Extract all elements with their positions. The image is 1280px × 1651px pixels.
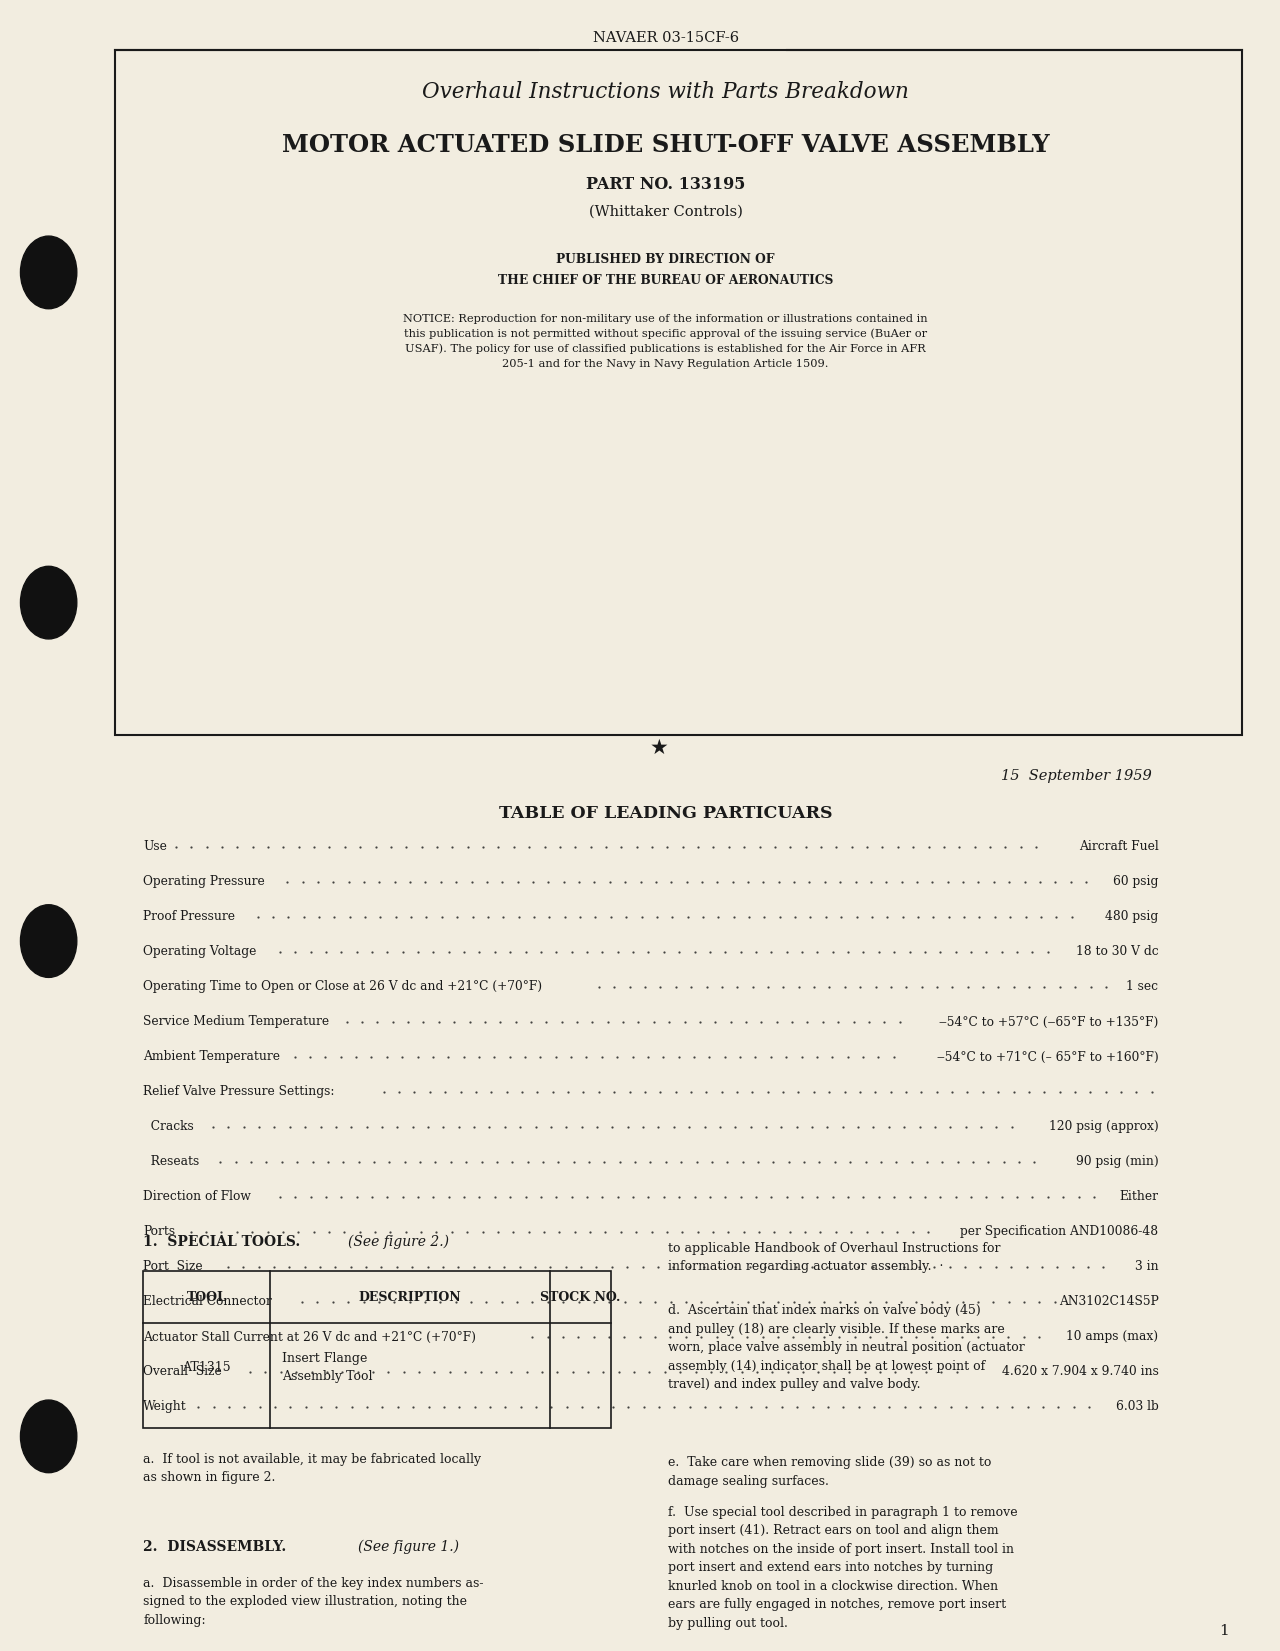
Text: PUBLISHED BY DIRECTION OF: PUBLISHED BY DIRECTION OF [557, 253, 774, 266]
Text: 480 psig: 480 psig [1105, 910, 1158, 923]
Text: Electrical Connector: Electrical Connector [143, 1296, 273, 1309]
Text: PART NO. 133195: PART NO. 133195 [586, 177, 745, 193]
Text: AT1315: AT1315 [182, 1360, 230, 1374]
Text: Weight: Weight [143, 1400, 187, 1413]
Circle shape [20, 236, 77, 309]
Text: MOTOR ACTUATED SLIDE SHUT-OFF VALVE ASSEMBLY: MOTOR ACTUATED SLIDE SHUT-OFF VALVE ASSE… [282, 134, 1050, 157]
Text: DESCRIPTION: DESCRIPTION [358, 1291, 461, 1304]
Text: Port  Size: Port Size [143, 1260, 204, 1273]
Text: 4.620 x 7.904 x 9.740 ins: 4.620 x 7.904 x 9.740 ins [1001, 1365, 1158, 1379]
Text: AN3102C14S5P: AN3102C14S5P [1059, 1296, 1158, 1309]
Text: Ambient Temperature: Ambient Temperature [143, 1050, 280, 1063]
Text: ★: ★ [650, 738, 668, 758]
Text: NAVAER 03-15CF-6: NAVAER 03-15CF-6 [593, 31, 739, 45]
Text: 120 psig (approx): 120 psig (approx) [1048, 1121, 1158, 1134]
Text: THE CHIEF OF THE BUREAU OF AERONAUTICS: THE CHIEF OF THE BUREAU OF AERONAUTICS [498, 274, 833, 287]
Text: (See figure 1.): (See figure 1.) [358, 1540, 460, 1554]
Text: Actuator Stall Current at 26 V dc and +21°C (+70°F): Actuator Stall Current at 26 V dc and +2… [143, 1331, 476, 1344]
Text: 1 sec: 1 sec [1126, 981, 1158, 994]
Text: Ports: Ports [143, 1225, 175, 1238]
Text: NOTICE: Reproduction for non-military use of the information or illustrations co: NOTICE: Reproduction for non-military us… [403, 314, 928, 368]
Text: Proof Pressure: Proof Pressure [143, 910, 236, 923]
Text: 1.  SPECIAL TOOLS.: 1. SPECIAL TOOLS. [143, 1235, 301, 1248]
Text: 60 psig: 60 psig [1114, 875, 1158, 888]
Text: Operating Voltage: Operating Voltage [143, 946, 257, 959]
Text: Operating Time to Open or Close at 26 V dc and +21°C (+70°F): Operating Time to Open or Close at 26 V … [143, 981, 543, 994]
Text: f.  Use special tool described in paragraph 1 to remove
port insert (41). Retrac: f. Use special tool described in paragra… [668, 1506, 1018, 1630]
Text: Reseats: Reseats [143, 1156, 200, 1169]
Text: Operating Pressure: Operating Pressure [143, 875, 265, 888]
Text: Use: Use [143, 840, 168, 854]
Text: 2.  DISASSEMBLY.: 2. DISASSEMBLY. [143, 1540, 287, 1554]
Text: 15  September 1959: 15 September 1959 [1001, 769, 1152, 783]
Text: 10 amps (max): 10 amps (max) [1066, 1331, 1158, 1344]
Circle shape [20, 1400, 77, 1473]
Text: 1: 1 [1219, 1625, 1229, 1638]
Text: d.  Ascertain that index marks on valve body (45)
and pulley (18) are clearly vi: d. Ascertain that index marks on valve b… [668, 1304, 1025, 1392]
Text: Direction of Flow: Direction of Flow [143, 1190, 251, 1204]
Bar [143, 1271, 611, 1428]
Text: Either: Either [1120, 1190, 1158, 1204]
Circle shape [20, 566, 77, 639]
Text: Overall  Size: Overall Size [143, 1365, 223, 1379]
Text: Insert Flange
Assembly Tool: Insert Flange Assembly Tool [283, 1352, 372, 1384]
Text: Overhaul Instructions with Parts Breakdown: Overhaul Instructions with Parts Breakdo… [422, 81, 909, 104]
Text: TABLE OF LEADING PARTICUARS: TABLE OF LEADING PARTICUARS [499, 806, 832, 822]
Text: Service Medium Temperature: Service Medium Temperature [143, 1015, 329, 1029]
Text: (Whittaker Controls): (Whittaker Controls) [589, 205, 742, 218]
Text: to applicable Handbook of Overhaul Instructions for
information regarding actuat: to applicable Handbook of Overhaul Instr… [668, 1242, 1001, 1273]
Text: 90 psig (min): 90 psig (min) [1075, 1156, 1158, 1169]
Text: e.  Take care when removing slide (39) so as not to
damage sealing surfaces.: e. Take care when removing slide (39) so… [668, 1456, 992, 1488]
Text: 18 to 30 V dc: 18 to 30 V dc [1075, 946, 1158, 959]
Text: Relief Valve Pressure Settings:: Relief Valve Pressure Settings: [143, 1085, 335, 1098]
Text: a.  If tool is not available, it may be fabricated locally
as shown in figure 2.: a. If tool is not available, it may be f… [143, 1453, 481, 1484]
Text: Cracks: Cracks [143, 1121, 195, 1134]
Text: a.  Disassemble in order of the key index numbers as-
signed to the exploded vie: a. Disassemble in order of the key index… [143, 1577, 484, 1626]
Text: Aircraft Fuel: Aircraft Fuel [1079, 840, 1158, 854]
Text: ‒54°C to +71°C (– 65°F to +160°F): ‒54°C to +71°C (– 65°F to +160°F) [937, 1050, 1158, 1063]
Bar [115, 50, 1242, 735]
Text: ‒54°C to +57°C (‒65°F to +135°F): ‒54°C to +57°C (‒65°F to +135°F) [940, 1015, 1158, 1029]
Text: TOOL: TOOL [187, 1291, 227, 1304]
Text: (See figure 2.): (See figure 2.) [348, 1235, 449, 1248]
Text: 3 in: 3 in [1135, 1260, 1158, 1273]
Text: STOCK NO.: STOCK NO. [540, 1291, 621, 1304]
Text: per Specification AND10086-48: per Specification AND10086-48 [960, 1225, 1158, 1238]
Circle shape [20, 905, 77, 977]
Text: 6.03 lb: 6.03 lb [1116, 1400, 1158, 1413]
